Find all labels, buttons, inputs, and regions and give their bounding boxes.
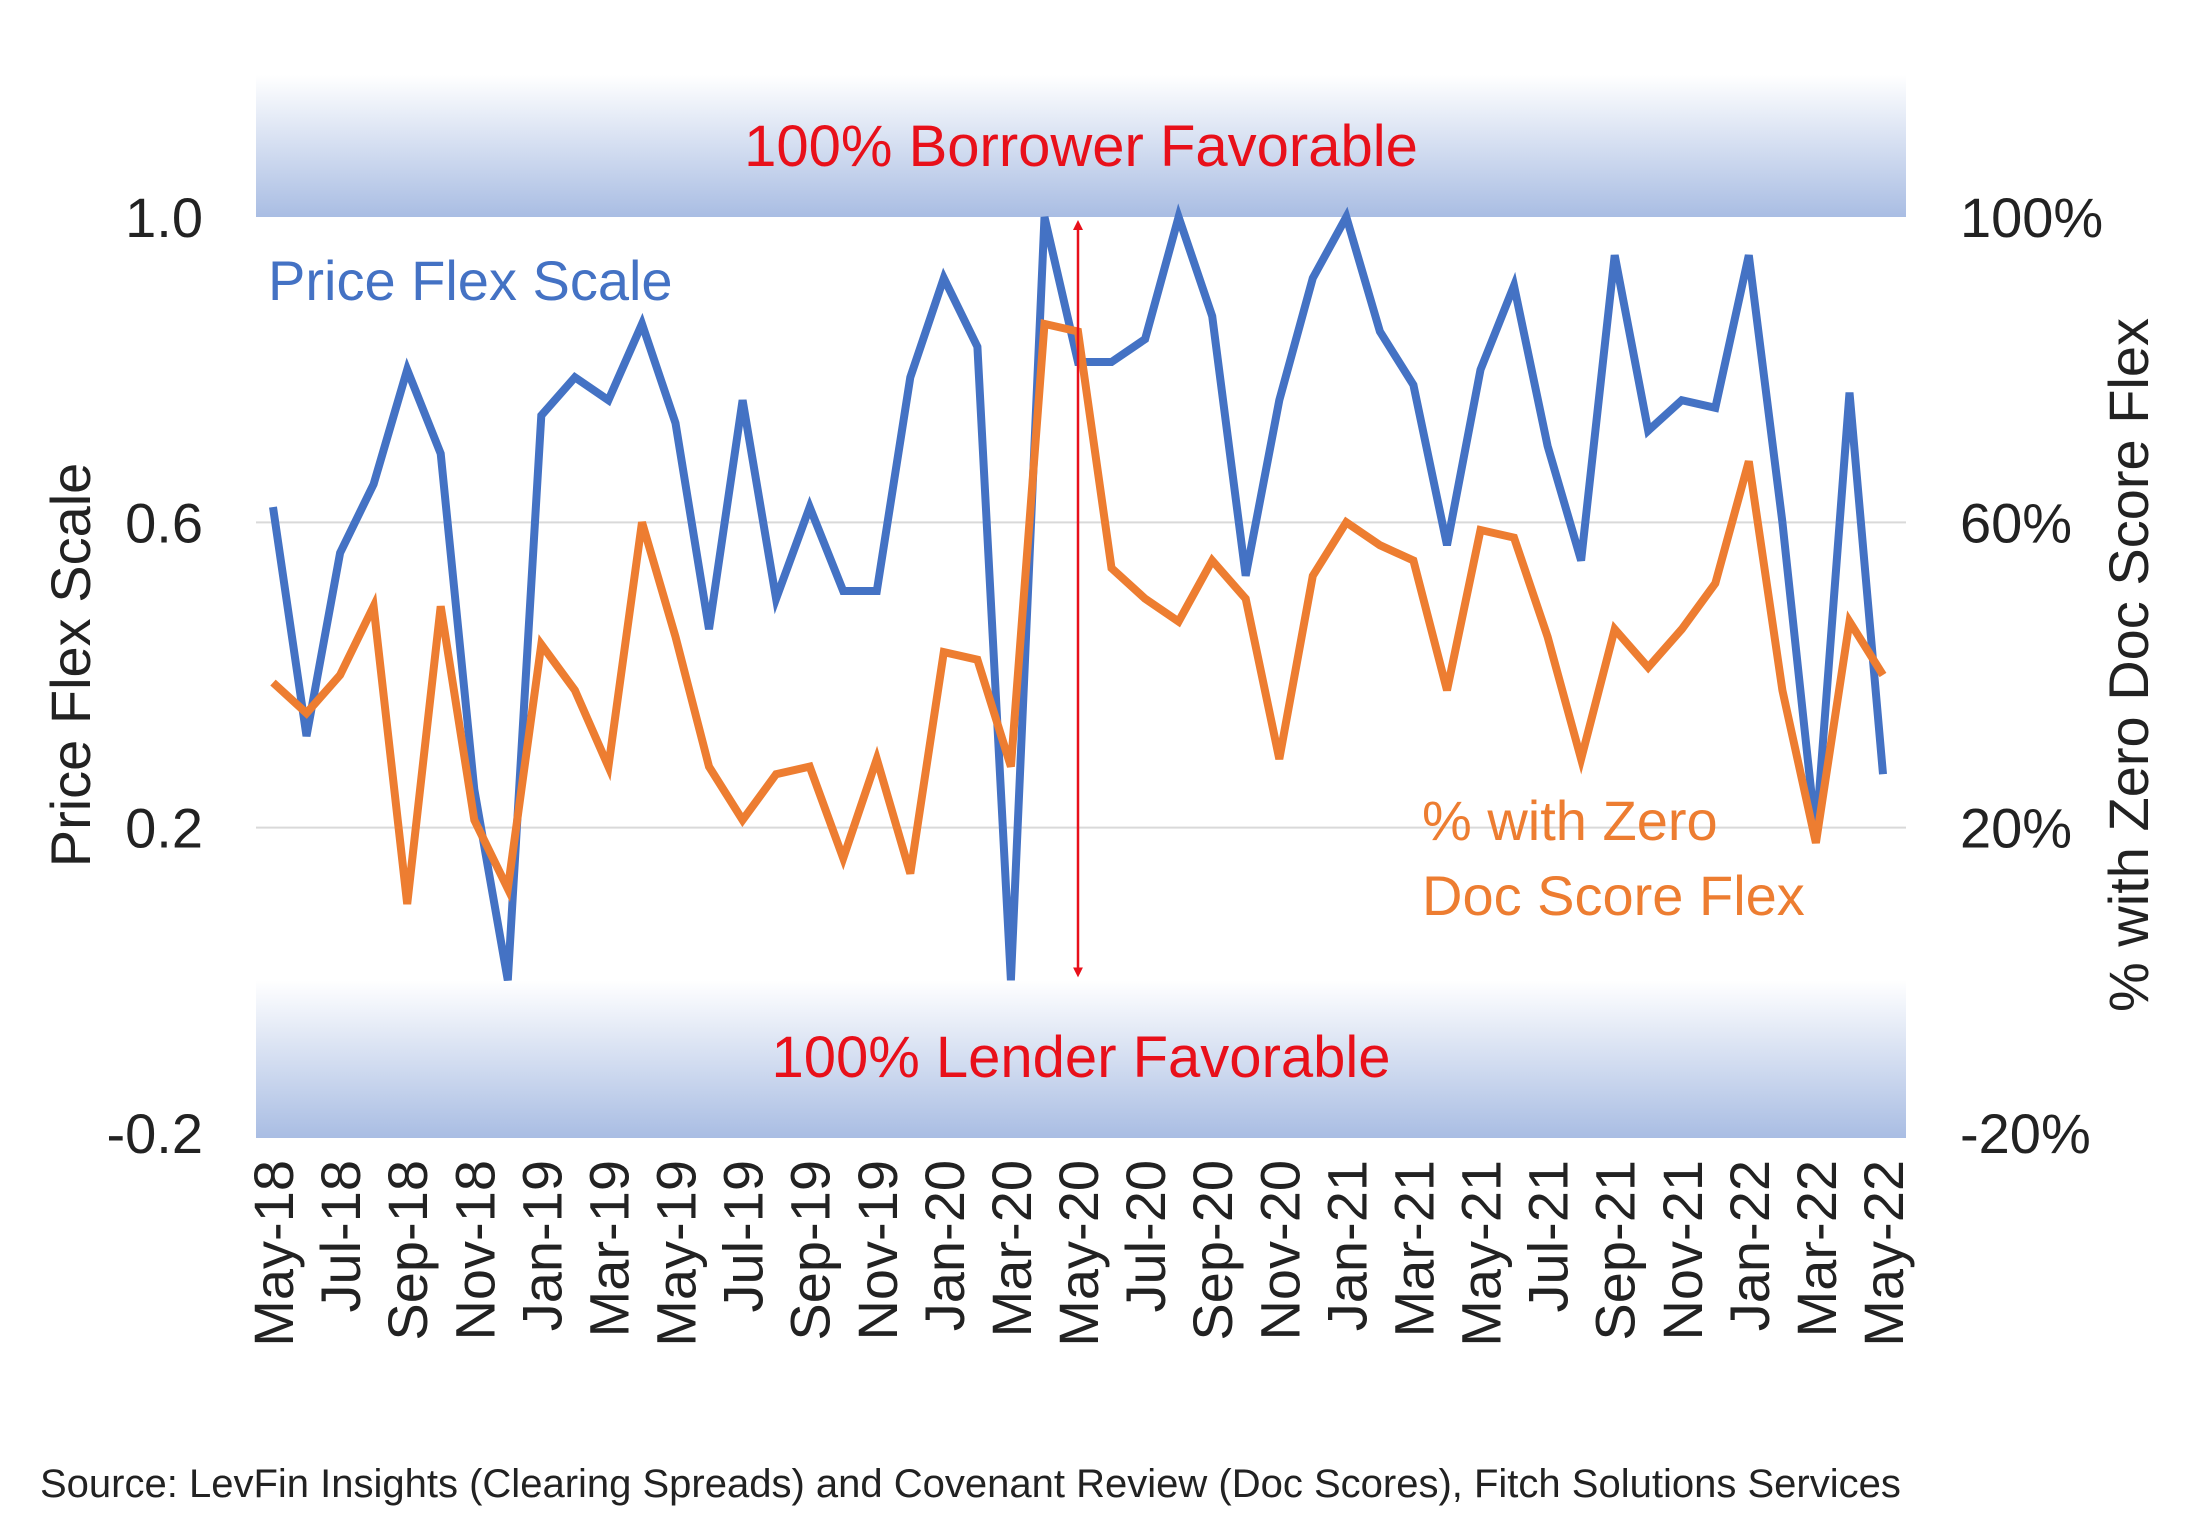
left-tick-label: 0.6 (125, 491, 203, 554)
x-tick-label: Mar-19 (577, 1160, 640, 1337)
left-axis-ticks: 1.0 0.6 0.2 -0.2 (107, 186, 204, 1165)
x-axis-ticks: May-18 Jul-18 Sep-18 Nov-18 Jan-19 Mar-19 May-… (242, 1160, 1915, 1347)
x-tick-label: Jan-20 (913, 1160, 976, 1331)
right-tick-label: 60% (1960, 491, 2072, 554)
x-tick-label: Jan-22 (1718, 1160, 1781, 1331)
x-tick-label: Nov-20 (1248, 1160, 1311, 1341)
x-tick-label: Nov-21 (1651, 1160, 1714, 1341)
x-tick-label: Nov-19 (846, 1160, 909, 1341)
left-tick-label: -0.2 (107, 1102, 204, 1165)
zero-doc-series-label-line2: Doc Score Flex (1422, 864, 1805, 927)
x-tick-label: Nov-18 (443, 1160, 506, 1341)
x-tick-label: Jul-19 (712, 1160, 775, 1313)
x-tick-label: May-22 (1852, 1160, 1915, 1347)
right-tick-label: -20% (1960, 1102, 2091, 1165)
x-tick-label: Jan-19 (510, 1160, 573, 1331)
x-tick-label: Jul-20 (1114, 1160, 1177, 1313)
x-tick-label: Sep-20 (1181, 1160, 1244, 1341)
x-tick-label: May-20 (1047, 1160, 1110, 1347)
lender-favorable-band (256, 980, 1906, 1138)
borrower-favorable-band (256, 75, 1906, 217)
left-tick-label: 0.2 (125, 797, 203, 860)
x-tick-label: May-18 (242, 1160, 305, 1347)
x-tick-label: Mar-21 (1382, 1160, 1445, 1337)
price-flex-series-label: Price Flex Scale (268, 249, 673, 312)
left-axis-title: Price Flex Scale (39, 463, 102, 868)
lender-favorable-label: 100% Lender Favorable (771, 1025, 1390, 1090)
x-tick-label: Mar-20 (980, 1160, 1043, 1337)
x-tick-label: Jan-21 (1315, 1160, 1378, 1331)
x-tick-label: Sep-19 (779, 1160, 842, 1341)
right-tick-label: 20% (1960, 797, 2072, 860)
gridlines (256, 521, 1906, 829)
x-tick-label: May-21 (1450, 1160, 1513, 1347)
left-tick-label: 1.0 (125, 186, 203, 249)
x-tick-label: Jul-21 (1517, 1160, 1580, 1313)
zero-doc-series-label-line1: % with Zero (1422, 789, 1718, 852)
x-tick-label: May-19 (645, 1160, 708, 1347)
borrower-favorable-label: 100% Borrower Favorable (744, 114, 1418, 179)
source-note: Source: LevFin Insights (Clearing Spread… (40, 1462, 1901, 1506)
right-tick-label: 100% (1960, 186, 2103, 249)
right-axis-ticks: 100% 60% 20% -20% (1960, 186, 2103, 1165)
x-tick-label: Jul-18 (309, 1160, 372, 1313)
right-axis-title: % with Zero Doc Score Flex (2097, 318, 2160, 1012)
x-tick-label: Sep-21 (1584, 1160, 1647, 1341)
x-tick-label: Mar-22 (1785, 1160, 1848, 1337)
x-tick-label: Sep-18 (376, 1160, 439, 1341)
